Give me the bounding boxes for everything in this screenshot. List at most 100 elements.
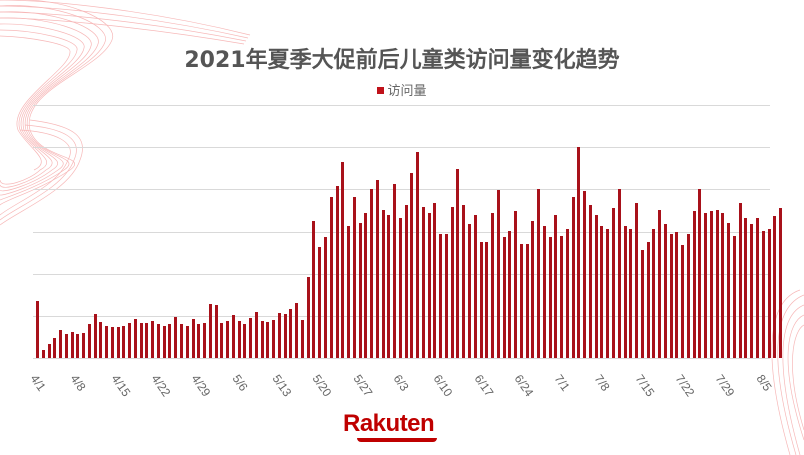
bar	[548, 237, 552, 358]
bar	[254, 311, 258, 358]
x-tick-label: 5/13	[269, 372, 295, 400]
bar	[162, 325, 166, 358]
bar	[692, 211, 696, 358]
bar	[404, 204, 408, 358]
bar	[324, 237, 327, 358]
x-tick-label: 7/15	[632, 372, 658, 400]
x-tick-label: 4/8	[67, 372, 89, 394]
bar	[686, 233, 690, 358]
bar	[36, 300, 39, 358]
bar	[358, 222, 362, 358]
bar	[133, 318, 137, 358]
bar	[606, 228, 610, 358]
bar	[110, 326, 114, 358]
bar	[156, 323, 160, 358]
bar	[352, 197, 356, 358]
bar	[663, 224, 667, 358]
bar	[295, 302, 299, 358]
bar	[669, 234, 673, 358]
x-tick-label: 7/8	[592, 372, 614, 394]
bar	[347, 225, 351, 358]
bar	[732, 235, 736, 358]
bar	[341, 162, 345, 358]
bar	[560, 235, 564, 358]
gridline	[33, 189, 770, 191]
bar	[502, 237, 506, 358]
x-tick-label: 6/17	[471, 372, 496, 400]
bar	[128, 323, 132, 358]
bar	[508, 230, 512, 358]
bar	[370, 188, 374, 358]
bar	[491, 213, 495, 358]
bar	[462, 205, 466, 358]
bar	[473, 215, 477, 358]
bar	[421, 207, 425, 358]
bar	[537, 188, 541, 358]
bar	[41, 350, 45, 358]
bar	[283, 313, 287, 358]
x-tick-label: 7/1	[551, 372, 573, 394]
bar	[468, 224, 471, 358]
bar	[738, 203, 742, 358]
bar	[329, 197, 333, 358]
bar	[203, 323, 207, 358]
bar	[180, 323, 183, 358]
bar	[312, 220, 316, 358]
gridline	[33, 105, 770, 106]
bar	[514, 211, 518, 358]
bar	[214, 304, 218, 358]
bar	[318, 246, 322, 358]
logo-text: Rakuten	[343, 410, 435, 437]
bar	[260, 320, 264, 358]
bar	[237, 320, 241, 358]
bar	[139, 323, 143, 358]
bar	[704, 212, 708, 358]
bar	[629, 229, 633, 358]
bar	[761, 230, 765, 358]
bar	[588, 205, 592, 358]
bar	[398, 218, 402, 358]
bar	[168, 323, 172, 358]
bar	[571, 196, 575, 358]
x-tick-label: 5/6	[229, 372, 251, 394]
bar	[433, 203, 437, 358]
chart-title: 2021年夏季大促前后儿童类访问量变化趋势	[184, 48, 620, 73]
bar	[773, 216, 777, 358]
bar	[767, 228, 771, 358]
bar	[416, 152, 420, 358]
bar	[565, 229, 569, 358]
bar	[226, 320, 230, 358]
x-tick-label: 4/1	[27, 372, 49, 394]
bar	[456, 169, 460, 358]
bar	[646, 241, 650, 358]
x-tick-label: 4/29	[188, 372, 214, 400]
x-tick-label: 5/20	[309, 372, 335, 400]
bar	[231, 315, 235, 358]
bar	[485, 241, 489, 358]
bar	[47, 344, 51, 358]
legend-swatch	[377, 87, 385, 94]
bar	[99, 321, 103, 358]
bar	[59, 329, 63, 358]
bar	[635, 203, 639, 358]
bar	[658, 210, 662, 358]
bar	[145, 323, 149, 358]
chart-legend: 访问量	[0, 80, 804, 99]
bar	[87, 323, 91, 358]
bar	[151, 320, 155, 358]
bar	[116, 326, 120, 358]
bar	[698, 189, 702, 358]
bar	[93, 313, 97, 358]
bar	[496, 190, 500, 358]
bar	[174, 316, 178, 358]
x-tick-label: 4/15	[108, 372, 134, 400]
bar	[709, 211, 713, 358]
bar	[640, 250, 644, 358]
bar	[675, 231, 679, 358]
bar	[393, 184, 397, 358]
bar	[76, 333, 80, 358]
bar	[289, 308, 293, 358]
bar	[427, 212, 431, 358]
bar	[779, 208, 783, 358]
bar	[542, 226, 546, 358]
